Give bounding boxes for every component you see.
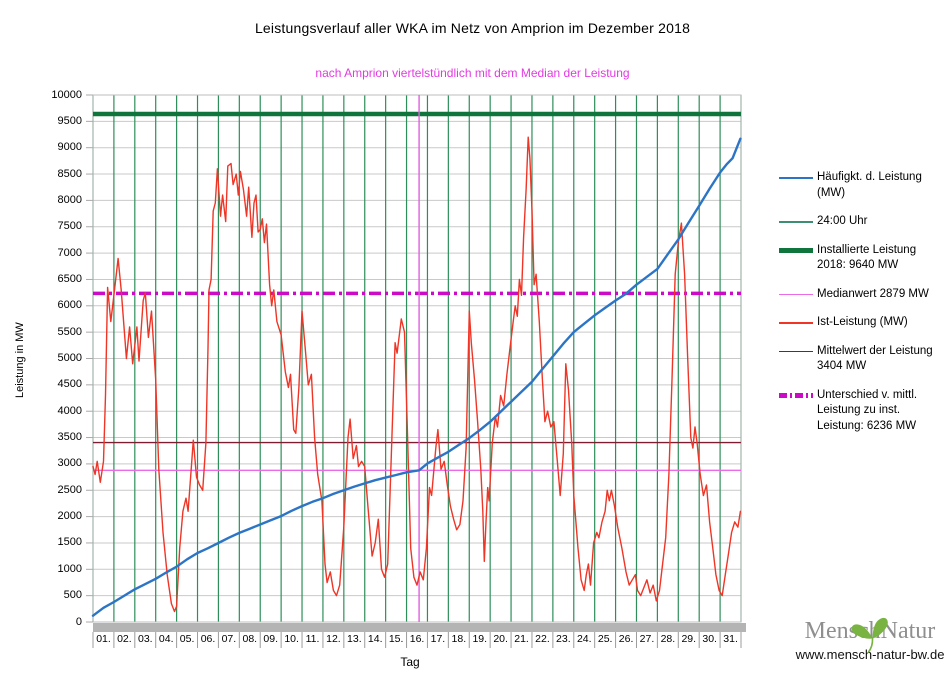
y-axis-tick-label: 4000: [57, 404, 82, 417]
logo-wordmark: MenschNatur: [795, 617, 945, 653]
x-axis-tick-label: 19.: [472, 633, 488, 645]
y-axis-tick-label: 0: [75, 615, 82, 628]
y-axis-title: Leistung in MW: [14, 322, 26, 398]
x-axis-tick-label: 14.: [367, 633, 383, 645]
x-axis-tick-label: 07.: [221, 633, 237, 645]
legend-item: Ist-Leistung (MW): [779, 315, 943, 331]
y-axis-tick-label: 10000: [51, 88, 82, 101]
y-axis-tick-label: 9000: [57, 141, 82, 154]
x-axis-title: Tag: [400, 655, 420, 669]
y-axis-tick-label: 1000: [57, 562, 82, 575]
legend-item: Unterschied v. mittl. Leistung zu inst. …: [779, 388, 943, 435]
x-axis-tick-label: 01.: [96, 633, 111, 645]
legend-swatch: [779, 393, 813, 398]
x-axis-band: [93, 623, 746, 632]
y-axis-tick-label: 5500: [57, 325, 82, 338]
legend-label: Ist-Leistung (MW): [817, 316, 908, 328]
x-axis-tick-label: 21.: [514, 633, 529, 645]
x-axis-tick-label: 25.: [597, 633, 613, 645]
x-axis-tick-label: 18.: [451, 633, 467, 645]
x-axis-tick-label: 12.: [326, 633, 341, 645]
legend-item: Medianwert 2879 MW: [779, 287, 943, 303]
legend-item: Mittelwert der Leistung 3404 MW: [779, 344, 943, 375]
legend-item: Installierte Leistung 2018: 9640 MW: [779, 243, 943, 274]
y-axis-tick-label: 8000: [57, 193, 82, 206]
ginkgo-leaf-icon: [851, 617, 888, 653]
x-axis-tick-label: 13.: [347, 633, 362, 645]
x-axis-tick-label: 24.: [576, 633, 592, 645]
x-axis-tick-label: 22.: [535, 633, 550, 645]
y-axis-tick-label: 1500: [57, 536, 82, 549]
y-axis-tick-label: 3000: [57, 457, 82, 470]
haeufigkeit-line: [91, 137, 742, 617]
x-axis-tick-label: 29.: [681, 633, 697, 645]
logo-text-mensch: Mensch: [804, 618, 881, 644]
y-axis-tick-label: 3500: [57, 431, 82, 444]
x-axis-tick-label: 31.: [723, 633, 738, 645]
legend-label: Installierte Leistung 2018: 9640 MW: [817, 243, 917, 272]
x-axis-tick-label: 10.: [284, 633, 299, 645]
x-axis-tick-label: 23.: [556, 633, 571, 645]
x-axis-tick-label: 16.: [409, 633, 425, 645]
y-axis-tick-label: 7000: [57, 246, 82, 259]
x-axis-tick-label: 05.: [179, 633, 195, 645]
x-axis-tick-label: 27.: [639, 633, 655, 645]
x-axis-tick-label: 02.: [117, 633, 132, 645]
legend-label: Unterschied v. mittl. Leistung zu inst. …: [817, 388, 918, 432]
legend-swatch: [779, 221, 813, 223]
legend-item: Häufigkt. d. Leistung (MW): [779, 170, 943, 201]
legend-swatch: [779, 293, 813, 296]
x-axis-tick-label: 08.: [242, 633, 258, 645]
logo-text-natur: Natur: [880, 618, 936, 644]
legend-label: 24:00 Uhr: [817, 215, 868, 227]
chart-title: Leistungsverlauf aller WKA im Netz von A…: [254, 20, 691, 36]
chart-subtitle: nach Amprion viertelstündlich mit dem Me…: [315, 66, 630, 80]
legend-swatch: [779, 322, 813, 324]
x-axis-tick-label: 28.: [660, 633, 676, 645]
legend-swatch: [779, 248, 813, 253]
y-axis-tick-label: 6500: [57, 272, 82, 285]
legend-swatch: [779, 176, 813, 180]
legend-label: Medianwert 2879 MW: [817, 287, 929, 300]
legend-label: Mittelwert der Leistung 3404 MW: [817, 344, 933, 373]
logo: MenschNatur www.mensch-natur-bw.de: [795, 586, 945, 662]
x-axis-tick-label: 26.: [618, 633, 634, 645]
x-axis-tick-label: 09.: [263, 633, 279, 645]
x-axis-tick-label: 20.: [493, 633, 508, 645]
x-axis-tick-label: 15.: [388, 633, 404, 645]
x-axis-tick-label: 11.: [305, 633, 320, 645]
legend-label: Häufigkt. d. Leistung (MW): [817, 171, 922, 199]
y-axis-tick-label: 6000: [57, 299, 82, 312]
logo-url: www.mensch-natur-bw.de: [795, 647, 945, 662]
y-axis-tick-label: 7500: [57, 220, 82, 233]
legend-item: 24:00 Uhr: [779, 214, 943, 230]
x-axis-tick-label: 03.: [137, 633, 153, 645]
legend: Häufigkt. d. Leistung (MW) 24:00 Uhr Insta…: [779, 170, 943, 447]
x-axis-tick-label: 17.: [430, 633, 446, 645]
y-axis-tick-label: 4500: [57, 378, 82, 391]
y-axis-tick-label: 5000: [57, 352, 82, 364]
y-axis-tick-label: 2000: [57, 510, 82, 523]
y-axis-tick-label: 500: [63, 589, 82, 602]
legend-swatch: [779, 350, 813, 353]
ist-leistung-line: [92, 136, 742, 613]
x-axis-tick-label: 04.: [158, 633, 174, 645]
x-axis-tick-label: 30.: [702, 633, 717, 645]
y-axis-tick-label: 2500: [57, 483, 82, 496]
y-axis-tick-label: 9500: [57, 114, 82, 127]
y-axis-tick-label: 8500: [57, 167, 82, 180]
x-axis-tick-label: 06.: [200, 633, 216, 645]
